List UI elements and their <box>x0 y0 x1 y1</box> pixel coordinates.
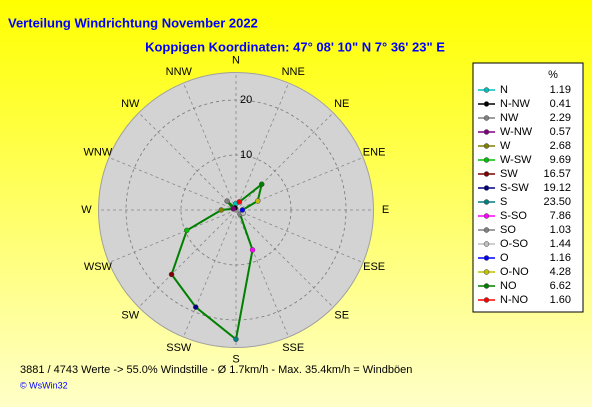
legend-value: 1.19 <box>550 84 571 96</box>
spoke <box>138 209 237 308</box>
direction-label: SSE <box>282 342 304 354</box>
direction-label: WNW <box>84 147 113 159</box>
legend-value: 7.86 <box>550 210 571 222</box>
legend-value: 0.57 <box>550 126 571 138</box>
legend-value: 1.16 <box>550 252 571 264</box>
r-tick-label: 10 <box>240 149 252 161</box>
legend-value: 23.50 <box>543 196 571 208</box>
legend-marker <box>483 283 490 289</box>
data-point <box>249 247 256 253</box>
legend-name: SO <box>500 224 516 236</box>
legend-marker <box>483 199 490 205</box>
legend-value: 2.29 <box>550 112 571 124</box>
legend-name: SW <box>500 168 518 180</box>
direction-label: NW <box>121 98 140 110</box>
legend-value: 1.44 <box>550 238 571 250</box>
legend-marker <box>483 101 490 107</box>
legend-value: 1.03 <box>550 224 571 236</box>
direction-label: SSW <box>166 342 192 354</box>
legend-name: O-SO <box>500 238 529 250</box>
legend-value: 0.41 <box>550 98 571 110</box>
legend-marker <box>483 143 490 149</box>
direction-label: ENE <box>363 147 386 159</box>
spoke <box>235 209 289 338</box>
grid-ring <box>125 99 347 321</box>
legend-marker <box>483 227 490 233</box>
direction-label: WSW <box>84 261 113 273</box>
legend-value: 9.69 <box>550 154 571 166</box>
legend-name: S <box>500 196 507 208</box>
legend-value: 1.60 <box>550 294 571 306</box>
legend-value: 4.28 <box>550 266 571 278</box>
legend-marker <box>483 255 490 261</box>
grid-ring <box>180 154 292 266</box>
data-point <box>254 198 261 204</box>
legend-marker <box>483 157 490 163</box>
data-point <box>168 271 175 278</box>
spoke <box>183 82 237 211</box>
legend-marker <box>483 87 490 93</box>
legend-marker <box>483 171 490 177</box>
legend-marker <box>483 297 490 303</box>
spoke <box>108 209 237 263</box>
spoke <box>108 157 237 211</box>
direction-label: N <box>232 54 240 66</box>
chart-title: Verteilung Windrichtung November 2022 <box>8 15 258 30</box>
data-point <box>184 227 190 234</box>
legend-marker <box>483 185 490 191</box>
data-point <box>258 181 265 188</box>
direction-label: SE <box>334 310 349 322</box>
legend-name: W <box>500 140 511 152</box>
legend-name: N-NO <box>500 294 529 306</box>
credit: © WsWin32 <box>20 380 68 390</box>
direction-label: W <box>81 204 92 216</box>
data-point <box>224 198 230 204</box>
data-point <box>218 207 225 213</box>
spoke <box>235 157 364 211</box>
legend-value: 6.62 <box>550 280 571 292</box>
data-point <box>233 336 239 342</box>
legend-marker <box>483 269 490 275</box>
legend-name: O <box>500 252 509 264</box>
legend-title: % <box>548 69 558 81</box>
r-tick-label: 20 <box>240 94 252 106</box>
legend-name: S-SW <box>500 182 529 194</box>
legend-name: N <box>500 84 508 96</box>
legend-marker <box>483 213 490 219</box>
legend-name: W-SW <box>500 154 532 166</box>
direction-label: E <box>382 204 389 216</box>
legend-name: NO <box>500 280 517 292</box>
spoke <box>235 209 364 263</box>
legend-marker <box>483 129 490 135</box>
data-point <box>230 206 236 212</box>
spoke <box>235 112 334 211</box>
spoke <box>235 82 289 211</box>
spoke <box>138 112 237 211</box>
legend-value: 19.12 <box>543 182 571 194</box>
data-point <box>239 207 246 213</box>
spoke <box>183 209 237 338</box>
direction-label: S <box>232 353 239 365</box>
data-point <box>193 304 199 310</box>
legend-name: O-NO <box>500 266 529 278</box>
legend-value: 16.57 <box>543 168 571 180</box>
footer: 3881 / 4743 Werte -> 55.0% Windstille - … <box>20 364 412 376</box>
chart-subtitle: Koppigen Koordinaten: 47° 08' 10" N 7° 3… <box>145 39 445 54</box>
direction-label: ESE <box>363 261 385 273</box>
legend-marker <box>483 115 490 121</box>
legend-marker <box>483 241 490 247</box>
data-point <box>236 199 243 205</box>
legend-name: W-NW <box>500 126 533 138</box>
direction-label: NNW <box>166 66 193 78</box>
direction-label: NNE <box>282 66 305 78</box>
legend-name: NW <box>500 112 519 124</box>
spoke <box>235 209 334 308</box>
legend-value: 2.68 <box>550 140 571 152</box>
direction-label: SW <box>121 310 139 322</box>
direction-label: NE <box>334 98 349 110</box>
legend-name: S-SO <box>500 210 527 222</box>
legend-name: N-NW <box>500 98 531 110</box>
